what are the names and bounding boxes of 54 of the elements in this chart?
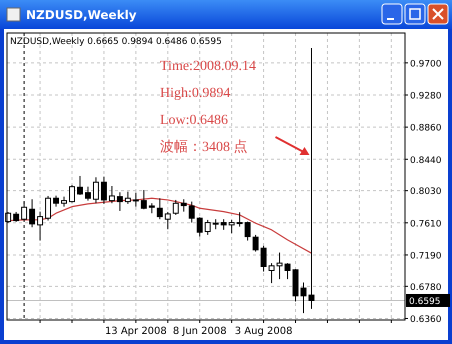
y-tick-label: 0.8860: [410, 124, 442, 134]
candlestick: [228, 219, 235, 234]
candlestick: [276, 252, 283, 280]
x-tick-label: 8 Jun 2008: [172, 326, 227, 337]
y-tick-label: 0.6780: [410, 282, 442, 293]
chart-subtitle: NZDUSD,Weekly 0.6665 0.9894 0.6486 0.6595: [10, 37, 222, 47]
y-tick-label: 0.9700: [410, 59, 442, 70]
candlestick: [29, 198, 36, 228]
ref-line-label: 0.6595: [409, 296, 440, 307]
candlestick: [84, 186, 91, 202]
candlestick: [108, 185, 115, 204]
chart-title: NZDUSD,Weekly: [26, 8, 137, 22]
candlestick: [196, 216, 203, 238]
candlestick: [116, 192, 123, 212]
candlestick: [204, 219, 211, 236]
candlestick: [284, 262, 291, 280]
candlestick: [45, 195, 52, 222]
y-tick-label: 0.9280: [410, 91, 442, 102]
annotation: Low:0.6486: [160, 113, 228, 128]
annotation: 波幅：3408 点: [160, 139, 248, 155]
candlestick: [156, 198, 163, 220]
annotation: High:0.9894: [160, 86, 230, 101]
candlestick: [69, 184, 75, 204]
y-tick-label: 0.6360: [410, 314, 442, 325]
y-tick-label: 0.8030: [410, 187, 442, 198]
candlestick: [164, 211, 171, 230]
candlestick: [77, 175, 83, 196]
annotation: Time:2008.09.14: [160, 59, 256, 74]
candlestick: [244, 221, 251, 242]
candlestick: [61, 196, 67, 208]
candlestick: [92, 176, 99, 204]
candlestick: [268, 262, 275, 284]
candlestick: [132, 192, 139, 208]
candlestick: [53, 195, 60, 208]
candlestick: [260, 245, 267, 272]
candlestick: [220, 218, 227, 230]
candlestick: [140, 189, 147, 210]
candlestick: [236, 212, 243, 228]
candlestick: [148, 202, 155, 214]
candlestick: [124, 191, 131, 204]
x-tick-label: 3 Aug 2008: [234, 326, 292, 337]
candlestick: [172, 199, 179, 216]
y-tick-label: 0.7610: [410, 219, 442, 230]
candlestick: [300, 282, 306, 314]
candlestick: [13, 211, 20, 222]
candlestick: [252, 234, 259, 252]
candlestick: [100, 176, 107, 204]
y-tick-label: 0.7190: [410, 251, 442, 262]
candlestick: [37, 211, 44, 242]
candlestick: [212, 218, 219, 230]
x-tick-label: 13 Apr 2008: [104, 326, 167, 337]
candlestick: [308, 48, 314, 310]
y-tick-label: 0.8440: [410, 156, 442, 166]
candlestick: [188, 201, 195, 224]
